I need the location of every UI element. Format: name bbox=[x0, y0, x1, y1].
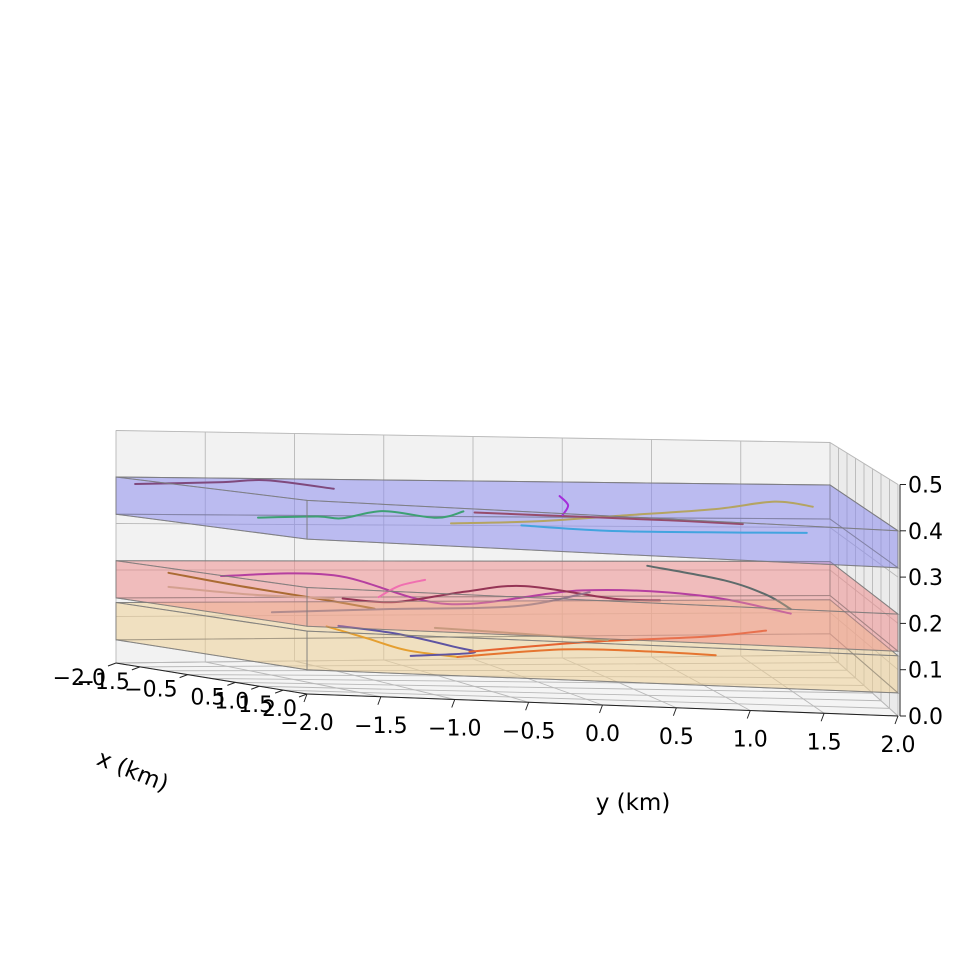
y-tick-mark bbox=[377, 696, 382, 705]
layer-front-faces bbox=[115, 476, 900, 694]
series-line bbox=[220, 572, 792, 615]
y-tick-mark bbox=[303, 693, 308, 703]
z-tick-label: 0.4 bbox=[908, 520, 943, 545]
y-tick-mark bbox=[525, 702, 530, 711]
y-tick-label: −0.5 bbox=[502, 719, 555, 744]
x-tick-mark bbox=[251, 685, 260, 690]
y-tick-label: 1.0 bbox=[733, 728, 768, 753]
x-tick-label: 2.0 bbox=[262, 697, 297, 722]
y-tick-mark bbox=[599, 704, 603, 714]
grid-line bbox=[115, 654, 831, 664]
series-line bbox=[456, 648, 717, 658]
y-tick-label: 0.5 bbox=[659, 725, 694, 750]
grid-line bbox=[187, 674, 856, 679]
series-line bbox=[341, 584, 661, 604]
z-tick-label: 0.3 bbox=[908, 566, 943, 591]
grid-line bbox=[259, 685, 882, 702]
series-line bbox=[377, 578, 427, 599]
y-tick-mark bbox=[820, 713, 825, 722]
layer-left-face bbox=[115, 560, 308, 627]
grid-line bbox=[115, 430, 831, 443]
y-tick-label: 0.0 bbox=[585, 722, 620, 747]
x-tick-label: −1.5 bbox=[76, 670, 129, 695]
x-tick-label: −0.5 bbox=[124, 678, 177, 703]
y-tick-label: −2.0 bbox=[280, 711, 333, 736]
grid-line bbox=[829, 569, 899, 624]
tick-labels: −2.0−1.5−0.5 0.51.01.52.0−2.0 −1.5 −1.0 −0.5… bbox=[53, 474, 943, 759]
y-tick-mark bbox=[894, 715, 899, 725]
series-line bbox=[558, 495, 570, 516]
grid-line bbox=[211, 678, 865, 686]
x-tick-label: 0.5 bbox=[190, 685, 225, 710]
layer-left-face bbox=[115, 601, 308, 671]
z-tick-label: 0.5 bbox=[908, 474, 943, 499]
x-tick-mark bbox=[227, 681, 236, 686]
x-axis-line bbox=[115, 662, 308, 695]
grid-line bbox=[829, 612, 899, 671]
y-tick-label: −1.5 bbox=[354, 714, 407, 739]
z-tick-label: 0.0 bbox=[908, 705, 943, 730]
series-line bbox=[337, 624, 477, 657]
grid-line bbox=[115, 523, 831, 528]
x-tick-mark bbox=[274, 689, 284, 694]
x-tick-mark bbox=[179, 674, 188, 679]
x-axis-label: x (km) bbox=[93, 745, 172, 797]
series-line bbox=[646, 564, 792, 611]
grid-line bbox=[235, 681, 873, 694]
series-line bbox=[520, 524, 808, 534]
series-line bbox=[473, 511, 744, 526]
x-tick-mark bbox=[107, 662, 117, 667]
y-tick-label: −1.0 bbox=[428, 717, 481, 742]
z-tick-label: 0.2 bbox=[908, 612, 943, 637]
x-tick-mark bbox=[131, 666, 141, 671]
series-line bbox=[257, 510, 465, 520]
z-tick-label: 0.1 bbox=[908, 659, 943, 684]
x-tick-label: 1.0 bbox=[214, 689, 249, 714]
series-line bbox=[450, 500, 814, 525]
x-tick-mark bbox=[298, 693, 308, 698]
y-tick-label: 1.5 bbox=[807, 730, 842, 755]
series-line bbox=[433, 626, 609, 642]
grid-line bbox=[829, 527, 899, 578]
y-tick-mark bbox=[451, 699, 456, 708]
x-tick-label: 1.5 bbox=[238, 693, 273, 718]
y-tick-label: 2.0 bbox=[881, 733, 916, 758]
x-tick-label: −2.0 bbox=[53, 666, 106, 691]
grid-line bbox=[139, 662, 839, 668]
grid-line bbox=[283, 689, 890, 709]
y-axis-label: y (km) bbox=[596, 790, 671, 816]
series-line bbox=[167, 571, 376, 610]
grid-line bbox=[163, 669, 848, 672]
layer-left-face bbox=[115, 476, 308, 540]
y-tick-mark bbox=[672, 707, 677, 716]
grid-line bbox=[829, 442, 899, 485]
series-line bbox=[167, 585, 335, 600]
y-tick-mark bbox=[746, 710, 751, 719]
